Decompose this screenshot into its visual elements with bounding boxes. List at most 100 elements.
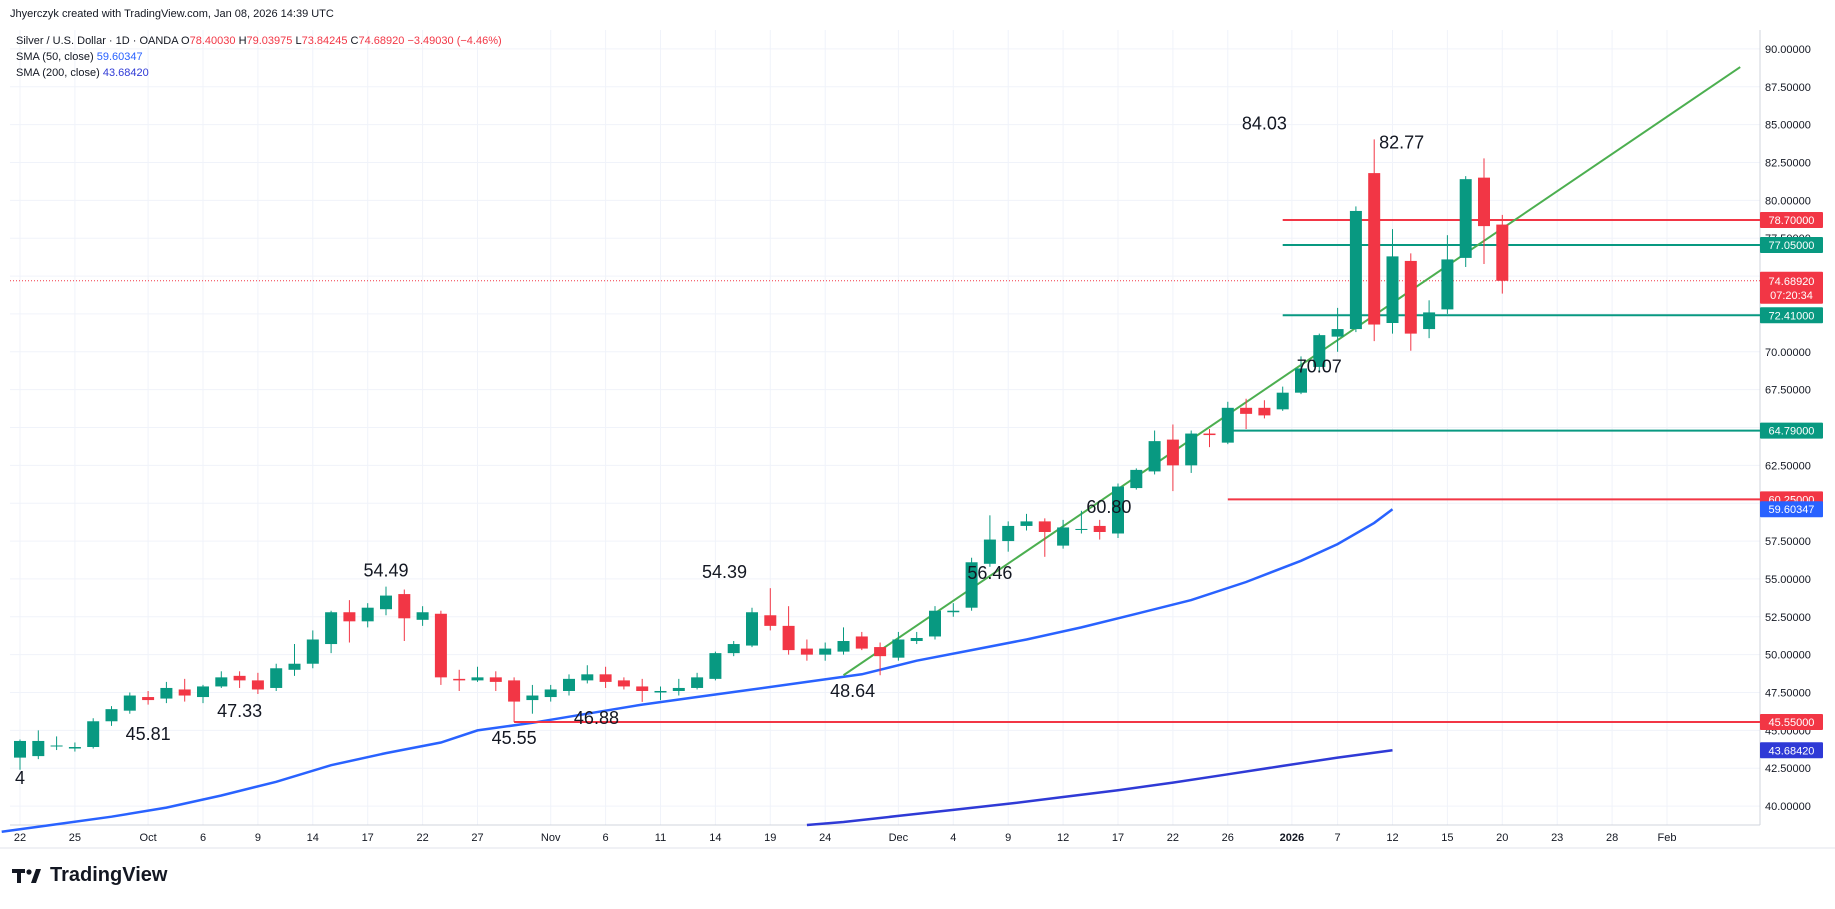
candle-up xyxy=(306,639,319,664)
price-annotation: 70.07 xyxy=(1297,357,1342,377)
trendline xyxy=(842,66,1741,677)
sma200-label: SMA (200, close) xyxy=(16,67,100,79)
candle-down xyxy=(800,648,813,655)
candle-down xyxy=(874,647,887,657)
y-tick-label: 57.50000 xyxy=(1765,536,1811,548)
candle-down xyxy=(508,680,521,702)
x-tick-label: 17 xyxy=(1112,832,1124,844)
x-tick-label: 12 xyxy=(1057,832,1069,844)
level-tag-bg xyxy=(1760,714,1823,731)
x-tick-label: 14 xyxy=(307,832,319,844)
sma200-line xyxy=(806,749,1393,827)
level-tag: 78.70000 xyxy=(1769,215,1815,227)
candle-up xyxy=(288,663,301,670)
candle-up xyxy=(1020,521,1033,526)
y-tick-label: 47.50000 xyxy=(1765,688,1811,700)
level-tag-bg xyxy=(1760,307,1823,324)
candle-up xyxy=(929,610,941,637)
candle-up xyxy=(526,695,539,701)
candle-up xyxy=(361,607,374,622)
candle-down xyxy=(251,680,264,690)
candle-up xyxy=(1313,335,1326,367)
candle-up xyxy=(215,677,228,687)
level-tag: 45.55000 xyxy=(1769,717,1815,729)
candle-up xyxy=(1459,179,1472,258)
close-value: 74.68920 xyxy=(358,35,405,47)
candle-up xyxy=(1185,433,1198,466)
candle-up xyxy=(746,612,758,646)
x-tick-label: 17 xyxy=(362,832,374,844)
x-tick-label: 22 xyxy=(416,832,428,844)
candle-down xyxy=(142,697,155,701)
candle-down xyxy=(434,613,447,678)
candle-up xyxy=(544,689,557,698)
sma200-legend[interactable]: SMA (200, close) 43.68420 xyxy=(16,67,149,79)
candle-down xyxy=(1496,224,1509,281)
candle-down xyxy=(453,678,466,681)
candle-up xyxy=(1057,527,1070,546)
tradingview-brand[interactable]: TradingView xyxy=(12,864,167,887)
price-annotation: 45.81 xyxy=(126,724,171,744)
price-annotation: 54.39 xyxy=(702,562,747,582)
price-annotation: 60.80 xyxy=(1086,497,1131,517)
last-price-tag-bg xyxy=(1760,271,1823,304)
candle-up xyxy=(1386,256,1399,324)
candle-down xyxy=(343,612,356,622)
candle-up xyxy=(819,648,832,655)
candle-down xyxy=(617,680,630,687)
candle-up xyxy=(1423,312,1436,330)
candle-up xyxy=(14,740,26,758)
candle-up xyxy=(1002,525,1015,542)
candle-up xyxy=(947,610,960,613)
candle-up xyxy=(197,686,209,698)
x-tick-label: 11 xyxy=(655,832,666,844)
x-tick-label: 24 xyxy=(819,832,831,844)
candle-up xyxy=(691,677,704,688)
candle-up xyxy=(1075,528,1088,530)
candle-up xyxy=(325,612,338,645)
sma-tag: 59.60347 xyxy=(1769,504,1815,516)
candle-up xyxy=(1441,259,1454,310)
x-tick-label: 6 xyxy=(603,832,609,844)
candle-down xyxy=(1203,433,1216,436)
candle-up xyxy=(1148,441,1161,472)
y-tick-label: 80.00000 xyxy=(1765,195,1811,207)
y-tick-label: 42.50000 xyxy=(1765,763,1811,775)
chart-credit: Jhyerczyk created with TradingView.com, … xyxy=(10,8,334,20)
x-tick-label: 6 xyxy=(200,832,206,844)
candle-up xyxy=(837,641,850,652)
y-tick-label: 40.00000 xyxy=(1765,801,1811,813)
high-value: 79.03975 xyxy=(246,35,293,47)
sma-tag: 43.68420 xyxy=(1769,745,1815,757)
level-tag-bg xyxy=(1760,237,1823,254)
candle-up xyxy=(1331,329,1344,337)
price-annotation: 82.77 xyxy=(1379,132,1424,152)
x-tick-label: Feb xyxy=(1658,832,1677,844)
x-tick-label: 20 xyxy=(1496,832,1508,844)
candle-up xyxy=(160,687,173,699)
brand-name: TradingView xyxy=(50,864,168,886)
candle-down xyxy=(178,689,191,696)
x-tick-label: Dec xyxy=(889,832,909,844)
level-tag: 72.41000 xyxy=(1769,310,1815,322)
sma50-value: 59.60347 xyxy=(96,51,143,63)
candle-down xyxy=(1038,521,1051,532)
candle-down xyxy=(599,674,612,682)
level-tag-bg xyxy=(1760,422,1823,439)
sma200-value: 43.68420 xyxy=(102,67,149,79)
candle-up xyxy=(50,745,63,747)
symbol-legend[interactable]: Silver / U.S. Dollar · 1D · OANDA O78.40… xyxy=(16,35,502,47)
price-annotation: 45.55 xyxy=(492,728,537,748)
sma50-label: SMA (50, close) xyxy=(16,51,94,63)
y-tick-label: 62.50000 xyxy=(1765,460,1811,472)
candle-up xyxy=(1349,210,1362,330)
sma50-legend[interactable]: SMA (50, close) 59.60347 xyxy=(16,51,143,63)
candle-up xyxy=(471,677,484,681)
candle-up xyxy=(270,668,283,688)
x-tick-label: 7 xyxy=(1335,832,1341,844)
change-value: −3.49030 (−4.46%) xyxy=(407,35,502,47)
candle-up xyxy=(1130,469,1143,489)
candle-up xyxy=(581,674,594,681)
x-tick-label: 15 xyxy=(1441,832,1453,844)
